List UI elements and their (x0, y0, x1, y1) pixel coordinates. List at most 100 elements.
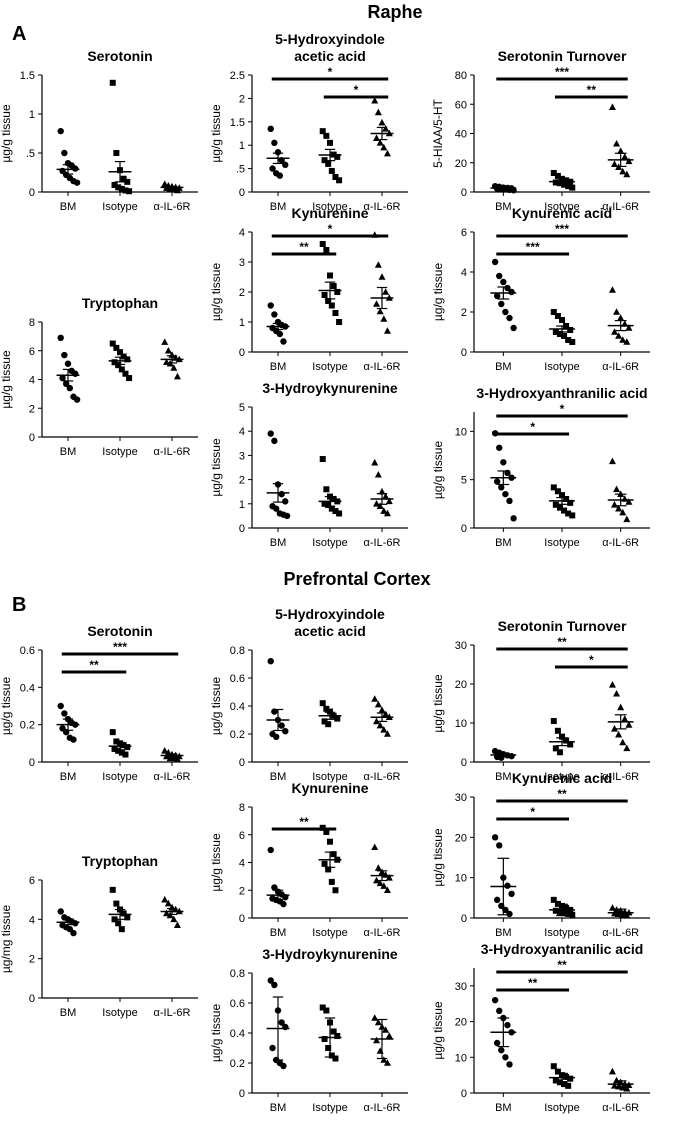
significance-label: ** (299, 815, 309, 829)
data-point (567, 327, 574, 333)
data-point (118, 366, 125, 373)
y-tick-label: 0.4 (230, 1028, 245, 1040)
data-point (374, 261, 382, 268)
data-point (124, 744, 131, 751)
data-point (617, 147, 625, 154)
y-axis-label: µg/g tissue (209, 1004, 223, 1063)
y-tick-label: 40 (455, 129, 467, 141)
data-point (321, 500, 328, 507)
y-tick-label: 30 (455, 981, 467, 993)
data-point (374, 864, 382, 871)
y-axis-label: µg/g tissue (0, 104, 13, 163)
data-point (118, 749, 125, 756)
data-point (608, 1067, 616, 1075)
chart-a_kynurenine: Kynurenine 0 1 2 3 4 µg/g tissue BM Isotype α-IL-… (209, 205, 408, 373)
data-point (325, 298, 332, 304)
data-point (496, 1007, 503, 1015)
x-tick-label: α-IL-6R (154, 771, 191, 783)
x-tick-label: BM (270, 1102, 287, 1114)
data-point (613, 308, 621, 315)
x-tick-label: BM (270, 771, 287, 783)
data-point (565, 183, 572, 190)
section-title-prefrontal-cortex: Prefrontal Cortex (283, 569, 430, 589)
y-tick-label: .5 (236, 164, 245, 176)
data-point (565, 1082, 572, 1089)
x-tick-label: α-IL-6R (154, 1007, 191, 1019)
y-tick-label: 0 (461, 913, 467, 925)
data-point (552, 179, 559, 186)
data-point (72, 165, 79, 172)
data-point (378, 706, 386, 713)
data-point (382, 710, 390, 718)
data-point (64, 360, 72, 367)
x-tick-label: Isotype (102, 201, 137, 213)
data-point (120, 742, 127, 749)
data-point (278, 1019, 285, 1026)
data-point (113, 344, 120, 351)
data-point (126, 188, 133, 195)
data-point (506, 1061, 513, 1068)
chart-b_serotonin: Serotonin 0 0.2 0.4 0.6 µg/g tissue BM Isotype α… (0, 623, 198, 783)
data-point (323, 132, 330, 139)
data-point (567, 1075, 574, 1082)
data-point (491, 996, 499, 1004)
data-point (563, 496, 570, 502)
chart-title: 3-Hydroykynurenine (262, 380, 398, 396)
chart-a_kynurenic: Kynurenic acid 0 2 4 6 µg/g tissue BM Isotype α-… (431, 205, 650, 373)
data-point (625, 157, 633, 165)
chart-title: 3-Hydroxyanthranilic acid (476, 385, 647, 401)
data-point (57, 334, 64, 342)
data-point (109, 729, 116, 736)
data-point (173, 921, 181, 929)
significance-label: ** (557, 787, 567, 801)
y-tick-label: 2 (29, 954, 35, 966)
data-point (61, 710, 68, 717)
data-point (267, 125, 274, 133)
y-axis-label: µg/g tissue (431, 828, 445, 887)
data-point (323, 828, 330, 835)
data-point (325, 1045, 332, 1051)
data-point (115, 362, 122, 369)
data-point (608, 904, 616, 911)
data-point (126, 375, 133, 382)
data-point (569, 512, 576, 519)
chart-title: Kynurenic acid (512, 205, 612, 221)
data-point (282, 161, 289, 169)
x-tick-label: BM (495, 771, 512, 783)
y-tick-label: 5 (461, 475, 467, 487)
y-tick-label: 0 (239, 913, 245, 925)
data-point (559, 175, 565, 182)
chart-title: Serotonin (87, 623, 152, 639)
data-point (565, 910, 572, 917)
data-point (619, 167, 627, 175)
data-point (374, 108, 382, 116)
data-point (380, 726, 388, 733)
y-tick-label: 0.8 (230, 968, 245, 980)
data-point (319, 456, 326, 463)
y-tick-label: 0.2 (20, 720, 35, 732)
y-tick-label: 10 (455, 426, 467, 438)
data-point (565, 337, 572, 343)
data-point (376, 502, 384, 510)
data-point (319, 1004, 326, 1011)
chart-b_3hk: 3-Hydroykynurenine 0 0.2 0.4 0.6 0.8 µg/g tiss… (209, 946, 408, 1114)
data-point (561, 333, 568, 339)
data-point (613, 689, 621, 697)
data-point (325, 160, 332, 167)
data-point (118, 185, 125, 192)
data-point (282, 498, 289, 505)
data-point (334, 1033, 341, 1039)
data-point (567, 741, 574, 748)
data-point (374, 1018, 382, 1026)
significance-label: ** (557, 635, 567, 649)
data-point (72, 920, 79, 927)
data-point (325, 866, 332, 873)
data-point (561, 181, 568, 188)
y-tick-label: 0.4 (230, 701, 245, 713)
y-tick-label: 0 (29, 432, 35, 444)
significance-label: ** (587, 83, 597, 97)
chart-b_3haa: 3-Hydroxyantranilic acid 0 10 20 30 µg/g tiss… (431, 941, 650, 1114)
data-point (111, 916, 118, 923)
data-point (504, 1021, 511, 1029)
data-point (109, 340, 116, 347)
